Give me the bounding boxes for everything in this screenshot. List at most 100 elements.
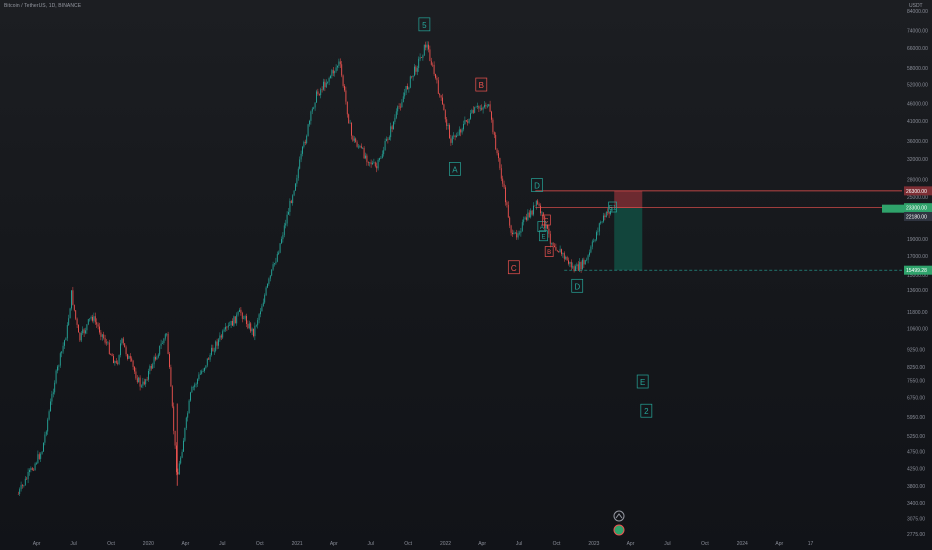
candle-body [377, 159, 379, 169]
wave-label[interactable]: E [636, 374, 649, 389]
candle-body [363, 147, 365, 159]
candle-body [248, 323, 250, 329]
price-tick-label: 11800.00 [907, 310, 928, 316]
candle-body [222, 331, 224, 338]
candle-body [59, 353, 61, 366]
candle-body [383, 150, 385, 155]
candle-body [496, 149, 498, 154]
price-tick-label: 2775.00 [907, 532, 925, 538]
candle-body [402, 96, 404, 103]
candle-body [183, 440, 184, 452]
price-tag-bg [904, 203, 932, 213]
wave-label-box [537, 221, 547, 232]
candle-body [540, 205, 541, 214]
wave-label[interactable]: B [475, 77, 488, 92]
candle-body [62, 345, 64, 352]
candle-body [530, 210, 532, 218]
candle-body [482, 107, 484, 110]
candle-body [338, 61, 340, 66]
candle-body [247, 324, 249, 329]
candle-body [192, 386, 194, 388]
candle-body [598, 223, 600, 232]
candle-body [131, 358, 133, 361]
wave-label[interactable]: D [531, 178, 543, 192]
candle-body [370, 162, 372, 165]
candle-body [505, 187, 506, 203]
wave-label[interactable]: B [544, 246, 554, 257]
wave-label[interactable]: 2 [640, 403, 653, 418]
candle-body [170, 367, 172, 387]
price-tick-label: 28000.00 [907, 177, 928, 183]
candle-body [262, 302, 264, 307]
price-tick-label: 58000.00 [907, 66, 928, 72]
candle-body [332, 70, 334, 74]
wave-label[interactable]: C [507, 260, 520, 275]
candle-body [240, 309, 242, 313]
time-axis[interactable]: Apr Jul Oct 2020 Apr Jul Oct 2021 Apr Jul Oct 2022 A… [33, 541, 814, 547]
candle-body [290, 200, 292, 204]
candle-body [104, 338, 106, 343]
price-tag[interactable]: 26300.00 [904, 186, 932, 196]
wave-label[interactable]: E [539, 230, 548, 242]
candle-body [24, 478, 26, 486]
tradingview-logo-icon[interactable] [613, 510, 625, 536]
price-tag[interactable]: 23300.00 [904, 203, 932, 213]
candle-body [73, 304, 75, 311]
candle-body [258, 314, 260, 321]
candle-body [211, 347, 212, 355]
candle-body [601, 221, 603, 223]
wave-label[interactable]: C [541, 214, 551, 226]
candle-body [412, 75, 414, 78]
wave-label[interactable]: 5 [418, 17, 431, 32]
candle-body [296, 178, 298, 184]
candle-body [549, 233, 551, 244]
stop-loss-zone[interactable] [614, 190, 643, 208]
candle-body [274, 263, 275, 265]
candle-body [282, 234, 284, 240]
candle-body [246, 316, 247, 325]
candle-body [303, 141, 305, 147]
price-tag[interactable]: 15499.28 [904, 265, 932, 275]
candle-body [232, 320, 233, 326]
candle-body [152, 364, 154, 369]
candle-body [75, 310, 77, 319]
candle-body [407, 86, 408, 90]
candle-body [80, 333, 82, 341]
candle-body [538, 204, 540, 206]
candle-body [288, 211, 289, 215]
wave-label[interactable]: E1 [608, 201, 617, 213]
time-tick-label: 2023 [588, 541, 599, 547]
candle-body [366, 155, 368, 162]
candle-body [425, 44, 427, 48]
candle-body [463, 123, 464, 130]
candle-body [146, 379, 148, 380]
time-tick-label: 17 [808, 541, 814, 547]
wave-label[interactable]: A [449, 162, 461, 176]
candle-body [314, 102, 316, 108]
candle-body [479, 108, 481, 109]
candle-body [517, 233, 519, 238]
candle-body [132, 360, 134, 367]
candle-body [86, 324, 88, 331]
candle-body [180, 457, 182, 464]
candle-body [535, 200, 537, 206]
candle-body [426, 44, 428, 48]
candle-body [268, 278, 270, 284]
candle-body [96, 322, 98, 325]
wave-label[interactable]: A [537, 221, 547, 232]
candle-body [307, 124, 309, 136]
take-profit-zone[interactable] [614, 207, 643, 271]
wave-label[interactable]: D [571, 278, 584, 293]
candle-body [467, 121, 469, 123]
candle-body [281, 239, 282, 244]
price-axis[interactable]: 84000.00 74000.00 66000.00 58000.00 52000.00… [907, 9, 928, 538]
candle-body [117, 362, 119, 364]
candle-body [205, 365, 207, 368]
price-tag[interactable]: 22180.00 [904, 211, 932, 221]
candle-body [44, 434, 46, 443]
candle-body [313, 107, 315, 109]
candle-body [83, 329, 85, 334]
candle-body [324, 81, 326, 88]
candle-body [61, 351, 63, 354]
